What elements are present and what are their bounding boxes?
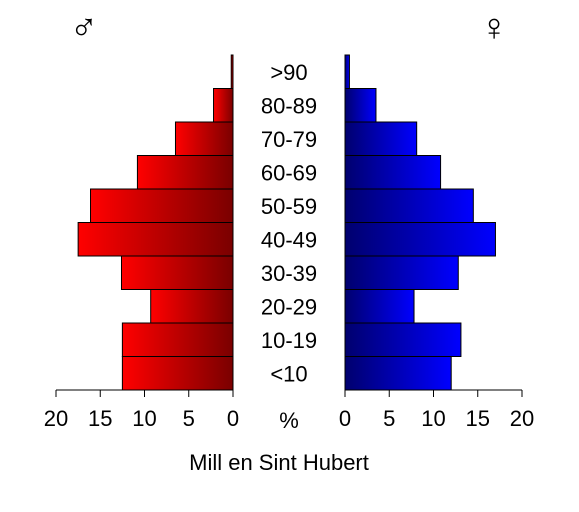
female-bar-1 [344, 322, 462, 357]
female-bar-5 [344, 188, 474, 223]
male-x-tick-label: 15 [88, 406, 112, 431]
age-group-label: >90 [270, 60, 307, 85]
age-group-label: 30-39 [261, 261, 317, 286]
female-x-tick-label: 5 [383, 406, 395, 431]
x-axes: 0 0 5 5 10 10 15 15 20 20 [44, 389, 534, 431]
x-axis-label: % [279, 408, 299, 433]
female-bar-2 [344, 289, 415, 324]
chart-title: Mill en Sint Hubert [189, 450, 369, 475]
age-labels: <10 10-19 20-29 30-39 40-49 50-59 60-69 70-79 80… [261, 60, 317, 387]
male-bar-2 [150, 289, 234, 324]
age-group-label: 10-19 [261, 328, 317, 353]
female-bar-3 [344, 255, 459, 290]
male-bar-1 [121, 322, 234, 357]
female-x-tick-label: 0 [339, 406, 351, 431]
female-bar-8 [344, 88, 377, 123]
age-group-label: 70-79 [261, 127, 317, 152]
male-bar-4 [77, 222, 234, 257]
male-x-tick-label: 0 [227, 406, 239, 431]
female-bar-7 [344, 121, 418, 156]
male-bars [77, 54, 234, 391]
age-group-label: 80-89 [261, 93, 317, 118]
female-bar-6 [344, 155, 442, 190]
male-bar-3 [120, 255, 234, 290]
male-bar-6 [136, 155, 234, 190]
male-x-tick-label: 10 [132, 406, 156, 431]
male-x-tick-label: 20 [44, 406, 68, 431]
age-group-label: <10 [270, 361, 307, 386]
age-group-label: 20-29 [261, 294, 317, 319]
male-symbol: ♂ [70, 7, 99, 49]
male-bar-0 [121, 356, 234, 391]
female-x-tick-label: 15 [466, 406, 490, 431]
female-bar-4 [344, 222, 496, 257]
age-group-label: 60-69 [261, 160, 317, 185]
female-bars [344, 54, 496, 391]
age-group-label: 40-49 [261, 227, 317, 252]
male-bar-8 [213, 88, 234, 123]
male-bar-7 [174, 121, 234, 156]
female-x-tick-label: 10 [421, 406, 445, 431]
female-symbol: ♀ [480, 7, 509, 49]
female-x-tick-label: 20 [510, 406, 534, 431]
female-bar-0 [344, 356, 452, 391]
female-bar-9 [344, 54, 350, 89]
male-bar-5 [90, 188, 234, 223]
male-x-tick-label: 5 [183, 406, 195, 431]
male-bar-9 [230, 54, 234, 89]
age-group-label: 50-59 [261, 194, 317, 219]
